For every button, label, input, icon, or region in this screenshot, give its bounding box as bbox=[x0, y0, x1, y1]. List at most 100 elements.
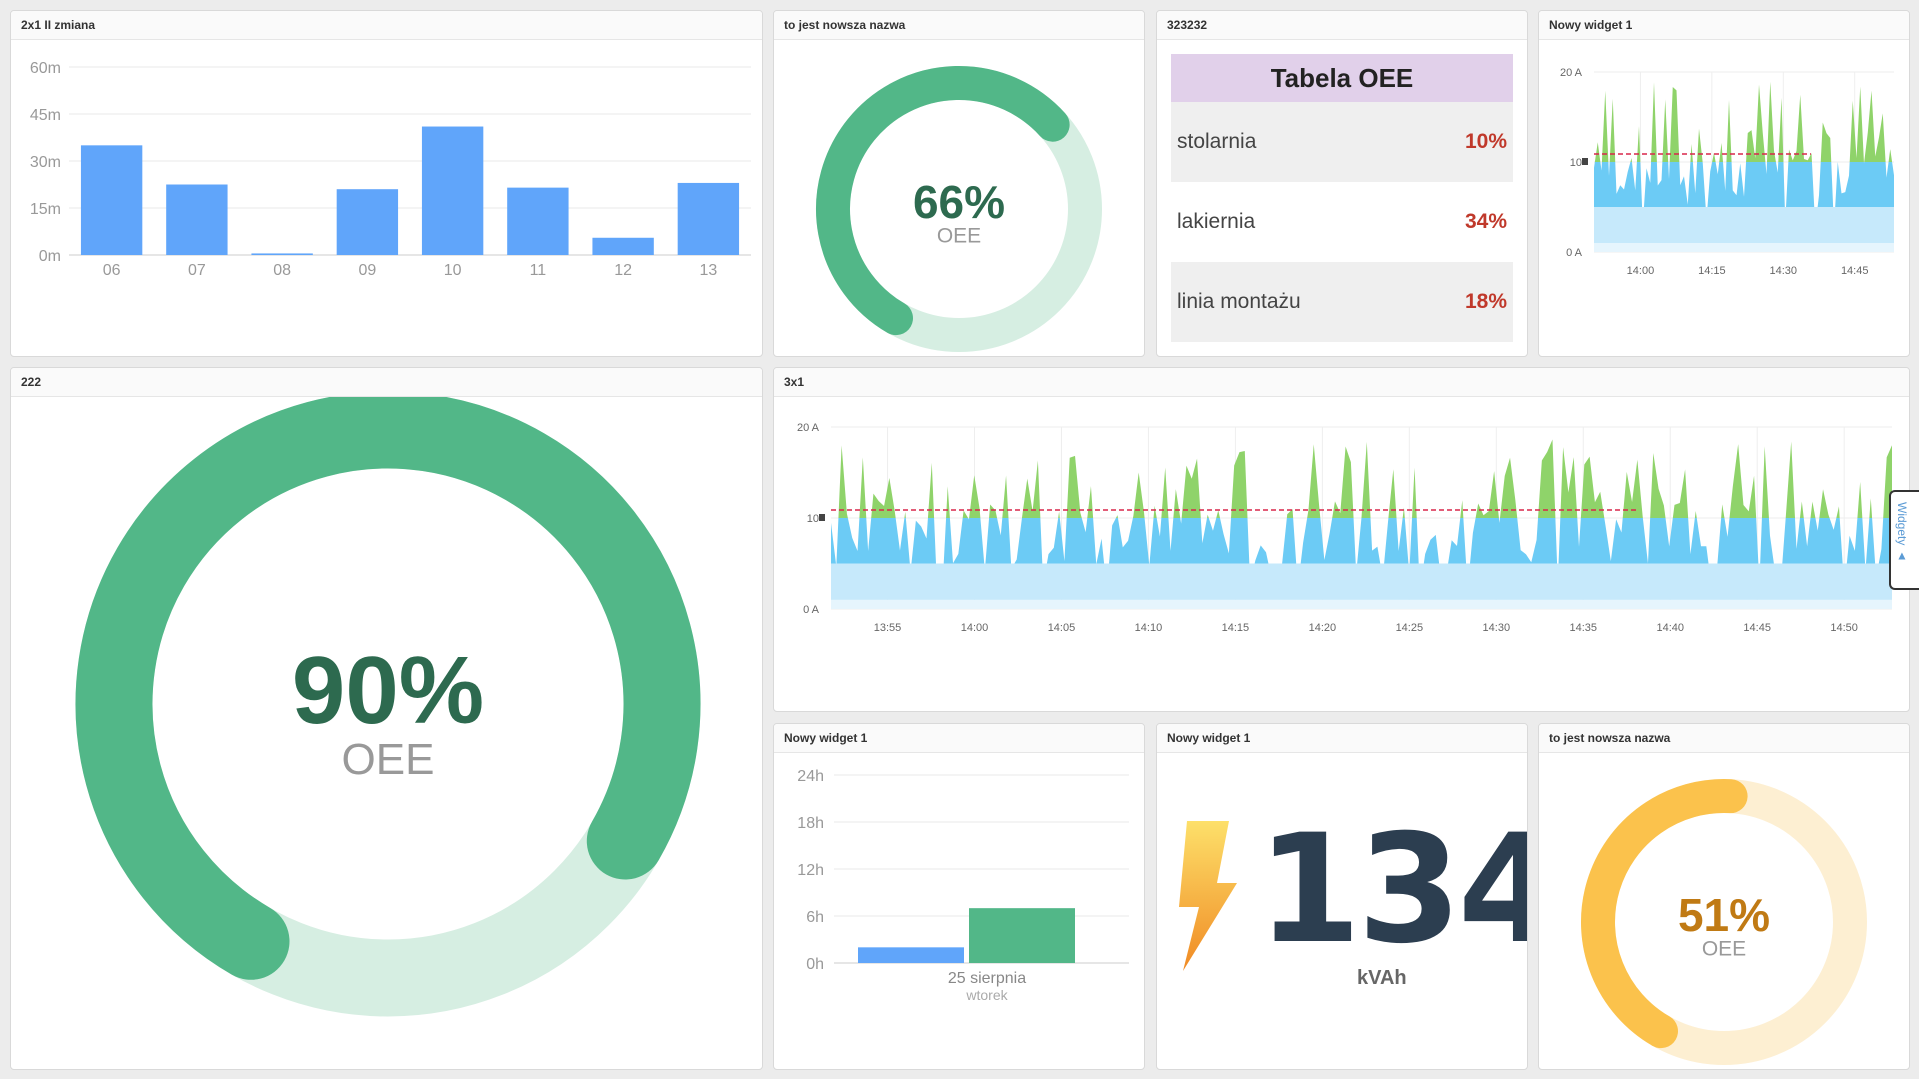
x-tick-label: 14:35 bbox=[1570, 622, 1598, 634]
bar bbox=[166, 184, 228, 255]
widget-kvah: Nowy widget 1 134 kVAh bbox=[1156, 723, 1528, 1070]
widget-title[interactable]: to jest nowsza nazwa bbox=[774, 11, 1144, 40]
widget-gauge-66: to jest nowsza nazwa 66% OEE bbox=[773, 10, 1145, 357]
bar bbox=[421, 126, 484, 256]
widget-title[interactable]: Nowy widget 1 bbox=[1157, 724, 1527, 753]
area-band-low bbox=[1594, 207, 1894, 243]
x-tick-label: 14:30 bbox=[1770, 265, 1798, 277]
widget-title[interactable]: Nowy widget 1 bbox=[1539, 11, 1909, 40]
side-tab-label: Widgety ▲ bbox=[1895, 502, 1909, 563]
x-tick-label: 14:40 bbox=[1656, 622, 1684, 634]
x-tick-label: 12 bbox=[614, 262, 632, 279]
gauge-label: OEE bbox=[937, 224, 981, 247]
y-tick-label: 0 A bbox=[803, 604, 820, 616]
energy-value: 134 bbox=[1257, 803, 1527, 977]
row-name: linia montażu bbox=[1177, 290, 1301, 313]
bar bbox=[677, 182, 740, 255]
table-row: stolarnia 10% bbox=[1171, 102, 1513, 182]
x-tick-label: 07 bbox=[188, 262, 206, 279]
widget-gauge-90: 222 90% OEE bbox=[10, 367, 763, 1070]
y-tick-label: 0m bbox=[39, 248, 61, 265]
gauge-value: 90% bbox=[292, 637, 484, 744]
x-tick-label: 09 bbox=[358, 262, 376, 279]
x-tick-sublabel: wtorek bbox=[965, 987, 1008, 1003]
x-tick-label: 25 sierpnia bbox=[948, 970, 1026, 987]
gauge-label: OEE bbox=[342, 735, 435, 784]
x-tick-label: 14:10 bbox=[1135, 622, 1163, 634]
widget-title[interactable]: 222 bbox=[11, 368, 762, 397]
x-tick-label: 11 bbox=[530, 262, 547, 279]
bar bbox=[592, 237, 654, 255]
widget-oee-table: 323232 Tabela OEE stolarnia 10% lakierni… bbox=[1156, 10, 1528, 357]
widget-title[interactable]: 2x1 II zmiana bbox=[11, 11, 762, 40]
energy-unit: kVAh bbox=[1357, 967, 1407, 989]
plug-icon bbox=[1582, 158, 1588, 165]
widget-gauge-51: to jest nowsza nazwa 51% OEE bbox=[1538, 723, 1910, 1070]
x-tick-label: 14:05 bbox=[1048, 622, 1076, 634]
y-tick-label: 20 A bbox=[797, 422, 820, 434]
current-area-chart: 0 A 10 20 A 14:00 14:15 14:30 14:45 bbox=[1560, 67, 1894, 277]
y-tick-label: 30m bbox=[30, 154, 61, 171]
widget-title[interactable]: 323232 bbox=[1157, 11, 1527, 40]
area-band-base bbox=[831, 599, 1892, 609]
bar-chart: 0m 15m 30m 45m 60m 06 07 08 09 10 11 12 13 bbox=[30, 60, 751, 279]
area-band-base bbox=[1594, 243, 1894, 252]
gauge-value: 66% bbox=[913, 176, 1005, 228]
area-band-mid bbox=[831, 518, 1892, 564]
oee-gauge: 51%OEE bbox=[1581, 779, 1867, 1065]
widget-title[interactable]: Nowy widget 1 bbox=[774, 724, 1144, 753]
x-tick-label: 13:55 bbox=[874, 622, 902, 634]
table-row: lakiernia 34% bbox=[1171, 182, 1513, 262]
y-tick-label: 15m bbox=[30, 201, 61, 218]
bar bbox=[507, 187, 569, 255]
x-tick-label: 14:00 bbox=[961, 622, 989, 634]
current-area-chart: 0 A 10 20 A 13:55 14:00 14:05 14:10 14:15 14:20 1… bbox=[797, 422, 1892, 634]
x-tick-label: 14:45 bbox=[1743, 622, 1771, 634]
y-tick-label: 24h bbox=[797, 768, 824, 785]
x-tick-label: 14:50 bbox=[1830, 622, 1858, 634]
gauge-arc bbox=[816, 66, 1070, 336]
y-tick-label: 45m bbox=[30, 107, 61, 124]
x-tick-label: 10 bbox=[444, 262, 462, 279]
x-tick-label: 14:00 bbox=[1627, 265, 1655, 277]
x-tick-label: 14:15 bbox=[1698, 265, 1726, 277]
widget-title[interactable]: to jest nowsza nazwa bbox=[1539, 724, 1909, 753]
x-tick-label: 14:45 bbox=[1841, 265, 1869, 277]
y-tick-label: 0 A bbox=[1566, 247, 1583, 259]
row-value: 18% bbox=[1464, 290, 1507, 313]
x-tick-label: 14:15 bbox=[1222, 622, 1250, 634]
widget-current-small: Nowy widget 1 0 A 10 20 A 14:00 14:15 14:30 14… bbox=[1538, 10, 1910, 357]
x-tick-label: 06 bbox=[103, 262, 121, 279]
widget-title[interactable]: 3x1 bbox=[774, 368, 1909, 397]
y-tick-label: 6h bbox=[806, 909, 824, 926]
bar bbox=[858, 947, 964, 963]
widget-hours-bars: Nowy widget 1 0h 6h 12h 18h 24h 25 sierpnia wt… bbox=[773, 723, 1145, 1070]
y-tick-label: 10 bbox=[807, 513, 819, 525]
y-tick-label: 10 bbox=[1570, 157, 1582, 169]
x-tick-label: 14:25 bbox=[1396, 622, 1424, 634]
y-tick-label: 60m bbox=[30, 60, 61, 77]
x-tick-label: 14:20 bbox=[1309, 622, 1337, 634]
widgets-side-tab[interactable]: Widgety ▲ bbox=[1889, 490, 1919, 590]
gauge-value: 51% bbox=[1678, 889, 1770, 941]
table-row: linia montażu 18% bbox=[1171, 262, 1513, 342]
y-tick-label: 18h bbox=[797, 815, 824, 832]
area-band-low bbox=[831, 563, 1892, 600]
x-tick-label: 14:30 bbox=[1483, 622, 1511, 634]
plug-icon bbox=[819, 514, 825, 521]
row-name: stolarnia bbox=[1177, 130, 1257, 153]
y-tick-label: 0h bbox=[806, 956, 824, 973]
lightning-bolt-icon bbox=[1179, 821, 1237, 971]
row-value: 10% bbox=[1464, 130, 1507, 153]
row-name: lakiernia bbox=[1177, 210, 1256, 233]
area-band-mid bbox=[1594, 162, 1894, 207]
bar bbox=[969, 908, 1075, 963]
oee-gauge: 90%OEE bbox=[75, 397, 701, 1017]
bar bbox=[336, 189, 399, 255]
oee-gauge: 66%OEE bbox=[816, 66, 1102, 352]
y-tick-label: 20 A bbox=[1560, 67, 1583, 79]
area-band-high bbox=[831, 439, 1892, 518]
x-tick-label: 08 bbox=[273, 262, 291, 279]
bar bbox=[251, 253, 313, 255]
